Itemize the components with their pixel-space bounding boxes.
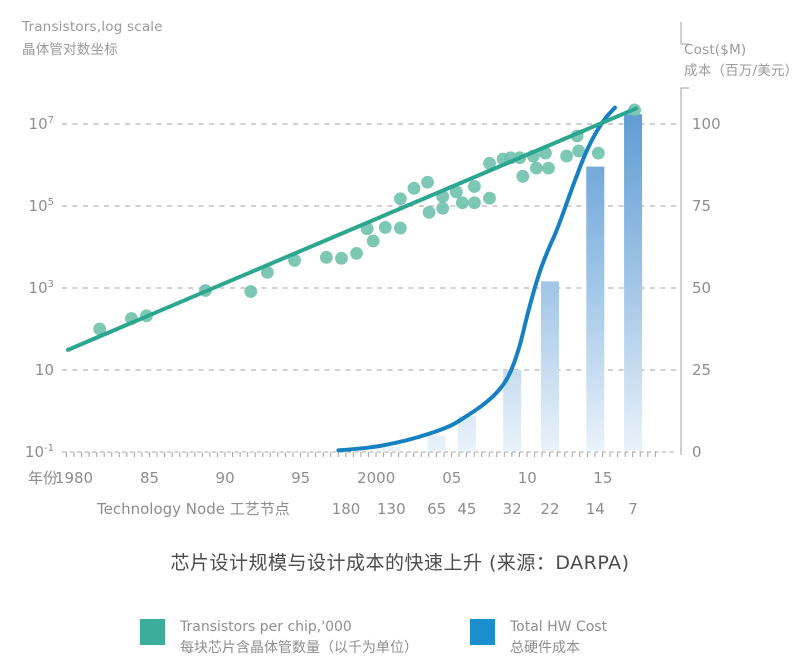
node-tick-label: 14	[586, 500, 605, 518]
transistor-dot	[483, 191, 496, 205]
transistor-dot	[468, 196, 481, 210]
transistor-dot	[449, 185, 463, 199]
transistor-dot	[591, 146, 605, 160]
year-tick-label: 95	[291, 469, 310, 487]
gridlines	[62, 123, 678, 371]
transistor-dot	[529, 161, 543, 175]
right-axis-title-zh: 成本（百万/美元）	[684, 63, 799, 79]
node-tick-label: 180	[332, 500, 361, 518]
left-tick-label: 107	[29, 115, 54, 133]
transistor-dot	[542, 161, 555, 175]
cost-bar-65nm	[427, 435, 446, 451]
year-axis-name: 年份	[28, 469, 58, 487]
hw-cost-line	[336, 105, 617, 453]
transistor-trend-line	[65, 106, 639, 352]
cost-bar-45nm	[457, 415, 476, 451]
right-tick-label: 50	[692, 279, 711, 297]
transistor-dot	[261, 266, 274, 279]
transistor-dot	[393, 221, 407, 235]
transistor-dot	[455, 196, 469, 210]
year-tick-label: 15	[593, 469, 612, 487]
year-axis	[62, 451, 676, 457]
left-tick-label: 10-1	[25, 443, 54, 461]
right-axis-title: Cost($M) 成本（百万/美元）	[684, 40, 798, 82]
transistor-dot	[468, 180, 481, 193]
cost-bar-22nm	[540, 281, 559, 451]
left-axis-title: Transistors,log scale 晶体管对数坐标	[22, 16, 163, 62]
right-tick-label: 75	[692, 197, 711, 215]
left-tick-label: 103	[29, 279, 54, 297]
node-axis-name: Technology Node 工艺节点	[96, 500, 290, 518]
node-tick-label: 65	[427, 500, 446, 518]
cost-bar-7nm	[624, 114, 643, 451]
transistor-dot	[244, 285, 258, 298]
cost-bar-130nm	[382, 447, 401, 451]
transistor-dot	[366, 234, 380, 248]
legend-label-hw-cost-en: Total HW Cost	[510, 619, 608, 635]
right-tick-label: 0	[692, 443, 702, 461]
transistor-dot	[421, 175, 434, 189]
year-tick-label: 2000	[357, 469, 395, 487]
year-tick-label: 10	[518, 469, 537, 487]
chart-caption: 芯片设计规模与设计成本的快速上升 (来源：DARPA)	[170, 552, 630, 574]
transistor-dot	[422, 205, 436, 219]
node-tick-label: 32	[503, 500, 522, 518]
right-axis-title-en: Cost($M)	[684, 42, 747, 58]
year-tick-label: 1980	[55, 469, 93, 487]
transistor-dot	[407, 181, 421, 195]
legend-label-hw-cost: Total HW Cost 总硬件成本	[510, 617, 607, 659]
node-tick-label: 22	[540, 500, 559, 518]
legend-swatch-teal	[140, 619, 165, 645]
transistor-dot	[319, 250, 333, 264]
cost-bar-32nm	[503, 370, 522, 451]
transistor-dot	[436, 201, 450, 215]
year-tick-label: 85	[140, 469, 159, 487]
cost-axis-line	[680, 87, 689, 455]
year-tick-label: 90	[216, 469, 235, 487]
year-tick-label: 05	[442, 469, 461, 487]
transistor-dot	[483, 156, 496, 170]
left-axis-title-en: Transistors,log scale	[22, 19, 163, 35]
legend-item-hw-cost: Total HW Cost 总硬件成本	[470, 617, 607, 659]
legend-label-transistors: Transistors per chip,'000 每块芯片含晶体管数量（以千为…	[180, 617, 418, 659]
node-tick-label: 45	[457, 500, 476, 518]
transistor-dot	[335, 251, 348, 265]
transistor-dot	[350, 246, 363, 260]
legend-item-transistors: Transistors per chip,'000 每块芯片含晶体管数量（以千为…	[140, 617, 418, 659]
legend-label-transistors-en: Transistors per chip,'000	[180, 619, 352, 635]
legend-label-transistors-zh: 每块芯片含晶体管数量（以千为单位）	[180, 640, 418, 656]
transistor-dot	[560, 149, 573, 163]
legend-label-hw-cost-zh: 总硬件成本	[510, 640, 580, 656]
cost-axis	[680, 22, 689, 455]
transistor-dot	[378, 221, 392, 234]
right-tick-label: 100	[692, 115, 721, 133]
transistor-dot	[393, 192, 407, 206]
legend-swatch-blue	[470, 619, 495, 645]
cost-axis-top-segment	[680, 22, 689, 45]
cost-bar-14nm	[586, 166, 605, 451]
node-tick-label: 130	[377, 500, 406, 518]
node-tick-label: 7	[628, 500, 638, 518]
left-axis-title-zh: 晶体管对数坐标	[22, 42, 118, 58]
transistor-dot	[516, 169, 530, 183]
cost-bars	[336, 114, 643, 451]
right-tick-label: 25	[692, 361, 711, 379]
transistor-dot	[93, 322, 107, 336]
left-tick-label: 105	[29, 197, 54, 215]
transistor-dot	[288, 254, 302, 267]
left-tick-label: 10	[35, 361, 54, 379]
transistor-dot	[572, 144, 586, 158]
